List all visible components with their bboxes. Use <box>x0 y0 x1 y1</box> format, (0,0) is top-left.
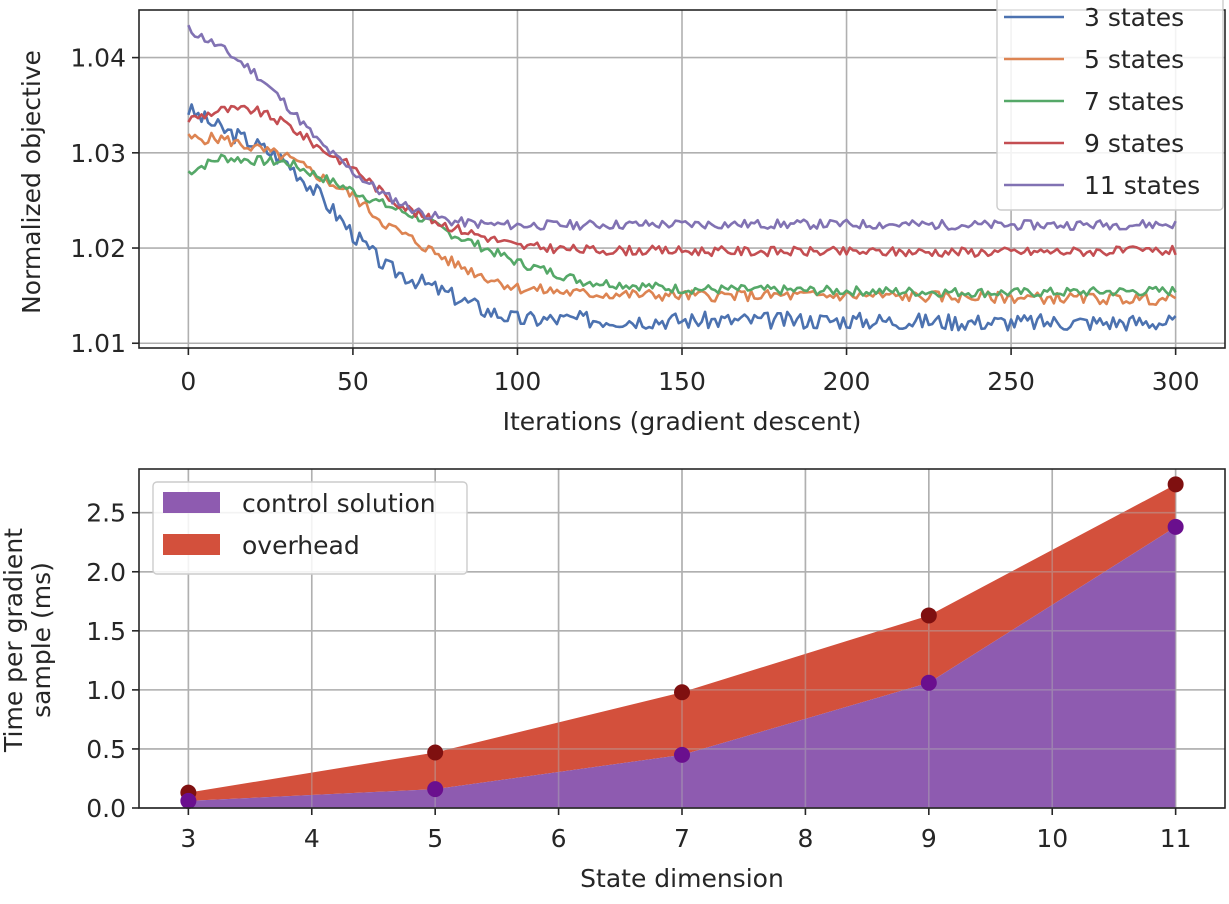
marker-control-3 <box>180 792 197 809</box>
marker-control-5 <box>427 781 444 798</box>
top-legend-box <box>996 0 1224 211</box>
top-x-tick-label-300: 300 <box>1152 367 1200 396</box>
top-x-tick-label-50: 50 <box>337 367 369 396</box>
top-y-tick-label-1: 1.02 <box>70 234 126 263</box>
bottom-y-tick-label-3: 1.5 <box>86 617 126 646</box>
bottom-x-tick-label-4: 4 <box>304 824 320 853</box>
bottom-y-tick-label-5: 2.5 <box>86 499 126 528</box>
area-control-solution <box>188 526 1176 808</box>
marker-control-7 <box>674 746 690 763</box>
bottom-x-tick-label-6: 6 <box>551 824 567 853</box>
top-lines <box>187 24 1177 332</box>
marker-total-9 <box>920 607 937 624</box>
bottom-x-tick-label-5: 5 <box>427 824 443 853</box>
marker-control-9 <box>920 674 937 691</box>
bottom-areas <box>188 484 1176 808</box>
bottom-legend-box <box>152 481 468 575</box>
top-x-axis-title: Iterations (gradient descent) <box>503 407 862 436</box>
top-x-tick-label-0: 0 <box>180 367 196 396</box>
top-y-tick-label-0: 1.01 <box>70 329 126 358</box>
top-legend: 3 states 5 states 7 states 9 states 11 state… <box>996 0 1224 211</box>
marker-control-11 <box>1167 518 1184 535</box>
top-x-tick-label-100: 100 <box>494 367 542 396</box>
line-3-states <box>187 103 1177 332</box>
bottom-ticks: 3 4 5 6 7 8 9 10 11 0.0 0.5 1.0 1.5 2.0 2.5 <box>86 499 1191 853</box>
bottom-y-tick-label-1: 0.5 <box>86 735 126 764</box>
line-9-states <box>187 104 1177 258</box>
legend-label-11-states: 11 states <box>1084 171 1200 200</box>
top-y-tick-label-2: 1.03 <box>70 139 126 168</box>
legend-swatch-overhead <box>163 534 220 555</box>
legend-label-5-states: 5 states <box>1084 45 1184 74</box>
legend-label-7-states: 7 states <box>1084 87 1184 116</box>
legend-label-overhead: overhead <box>242 531 360 560</box>
top-x-tick-label-250: 250 <box>987 367 1035 396</box>
bottom-x-tick-label-9: 9 <box>921 824 937 853</box>
bottom-y-axis-title-line2: sample (ms) <box>27 562 56 718</box>
bottom-y-axis-title-line1: Time per gradient <box>0 528 28 753</box>
bottom-x-tick-label-7: 7 <box>674 824 690 853</box>
bottom-y-tick-label-2: 1.0 <box>86 676 126 705</box>
bottom-y-tick-label-0: 0.0 <box>86 794 126 823</box>
bottom-y-tick-label-4: 2.0 <box>86 558 126 587</box>
top-y-axis-title: Normalized objective <box>17 50 46 314</box>
marker-total-5 <box>427 744 444 761</box>
line-7-states <box>187 153 1177 299</box>
area-overhead <box>188 484 1176 801</box>
legend-label-9-states: 9 states <box>1084 129 1184 158</box>
bottom-markers <box>180 476 1184 809</box>
top-ticks: 0 50 100 150 200 250 300 1.01 1.02 1.03 1.04 <box>70 44 1199 396</box>
legend-label-control-solution: control solution <box>242 489 436 518</box>
top-chart: 0 50 100 150 200 250 300 1.01 1.02 1.03 1.04 Itera… <box>17 0 1226 436</box>
bottom-x-tick-label-11: 11 <box>1160 824 1192 853</box>
bottom-x-tick-label-3: 3 <box>180 824 196 853</box>
top-x-tick-label-200: 200 <box>823 367 871 396</box>
bottom-legend: control solution overhead <box>152 481 468 575</box>
legend-swatch-control-solution <box>163 492 220 513</box>
legend-label-3-states: 3 states <box>1084 3 1184 32</box>
marker-total-11 <box>1167 476 1184 493</box>
top-y-tick-label-3: 1.04 <box>70 44 126 73</box>
bottom-x-tick-label-10: 10 <box>1036 824 1068 853</box>
bottom-chart: 3 4 5 6 7 8 9 10 11 0.0 0.5 1.0 1.5 2.0 2.5 State dime… <box>0 468 1226 893</box>
marker-total-7 <box>674 684 690 701</box>
line-11-states <box>187 24 1177 231</box>
bottom-x-axis-title: State dimension <box>580 864 784 893</box>
bottom-x-tick-label-8: 8 <box>797 824 813 853</box>
top-x-tick-label-150: 150 <box>658 367 706 396</box>
